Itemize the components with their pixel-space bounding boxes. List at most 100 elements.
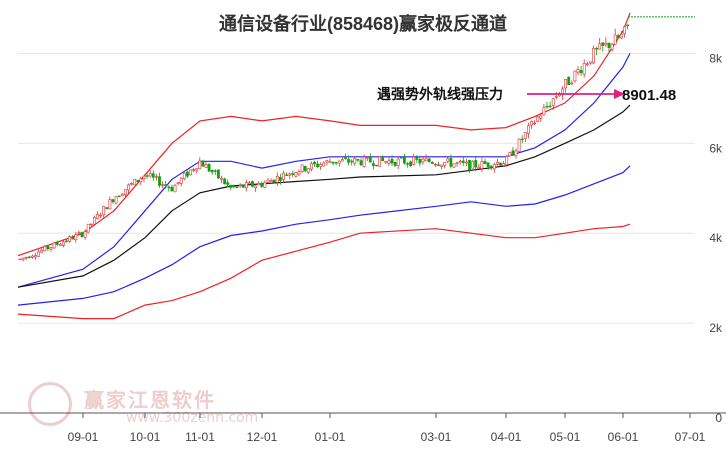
candle <box>548 101 552 108</box>
candle <box>350 159 354 166</box>
y-tick-label: 0 <box>715 411 722 425</box>
candle <box>619 31 623 40</box>
candle <box>155 173 158 181</box>
candle <box>458 159 462 165</box>
candle <box>18 258 22 261</box>
candle <box>523 132 527 142</box>
candle <box>285 172 289 176</box>
candle <box>102 205 106 218</box>
candle <box>127 183 130 194</box>
candle <box>179 177 183 187</box>
candle <box>40 248 44 253</box>
candle <box>362 154 366 168</box>
candle <box>561 86 564 100</box>
candle <box>375 164 378 167</box>
candle <box>61 239 65 248</box>
candle <box>471 160 475 169</box>
candle <box>409 160 413 168</box>
candle <box>186 170 189 178</box>
candle <box>378 156 382 167</box>
candle <box>384 161 388 164</box>
candle <box>282 170 285 184</box>
candle <box>117 195 121 198</box>
candle <box>24 256 28 260</box>
candle <box>489 165 493 171</box>
candle <box>356 158 360 163</box>
candle <box>418 155 422 167</box>
candle <box>328 158 332 163</box>
candle <box>347 155 351 166</box>
candle <box>539 112 543 123</box>
y-tick-label: 6k <box>709 141 723 155</box>
candle <box>46 245 50 251</box>
candle <box>139 176 143 186</box>
candle <box>226 179 230 188</box>
candle <box>288 172 292 180</box>
candle <box>182 170 186 181</box>
candle <box>164 180 168 189</box>
candle <box>390 155 394 166</box>
candle <box>585 61 589 67</box>
candle <box>511 147 515 156</box>
candle <box>241 184 245 188</box>
candle <box>542 104 546 116</box>
candle <box>492 162 496 173</box>
candle <box>313 160 316 168</box>
candle <box>120 192 124 197</box>
x-tick-label: 10-01 <box>130 430 161 444</box>
candle <box>353 156 357 166</box>
candle <box>49 247 53 252</box>
candle <box>198 157 202 170</box>
candle <box>248 181 251 184</box>
candle <box>58 242 62 246</box>
candle <box>325 159 329 166</box>
candle <box>443 162 447 169</box>
candle <box>601 42 605 52</box>
x-tick-label: 07-01 <box>675 430 706 444</box>
band-inner_lower <box>17 165 631 306</box>
candle <box>545 101 549 109</box>
candle <box>564 79 568 93</box>
candle <box>536 115 540 123</box>
candle <box>105 207 109 210</box>
candle <box>579 65 583 76</box>
candle <box>427 157 431 163</box>
candle <box>319 162 323 171</box>
candle <box>21 257 25 262</box>
candle <box>260 181 264 188</box>
candle <box>616 33 620 39</box>
candle <box>27 255 31 259</box>
candle <box>254 184 258 192</box>
candle <box>613 28 617 45</box>
candle <box>415 155 419 164</box>
candle <box>68 235 72 243</box>
candle <box>244 179 248 192</box>
candle <box>604 37 608 48</box>
x-axis: 09-01 10-01 11-01 12-01 01-01 03-01 04-01 05-01… <box>0 412 726 444</box>
candle <box>309 161 313 172</box>
candle <box>483 158 487 165</box>
candle <box>74 231 78 243</box>
candle <box>486 162 490 171</box>
candle <box>278 173 282 185</box>
candle <box>437 161 440 166</box>
candle <box>474 157 478 172</box>
band-inner_upper <box>17 53 631 288</box>
candle <box>371 160 375 170</box>
candle <box>86 223 90 234</box>
candle <box>322 161 326 167</box>
candle <box>176 182 180 186</box>
watermark: 赢家江恩软件 www.300zenn.com <box>28 380 258 430</box>
arrow-head-icon <box>614 89 625 99</box>
chart-title: 通信设备行业(858468)赢家极反通道 <box>218 14 508 34</box>
candle <box>449 154 453 169</box>
candle <box>111 198 115 204</box>
candle <box>468 159 471 173</box>
candle <box>43 245 47 252</box>
candle <box>626 24 630 30</box>
y-tick-label: 8k <box>709 51 723 65</box>
candle <box>526 122 530 139</box>
candle <box>223 177 227 185</box>
candle <box>93 215 96 226</box>
candle <box>213 169 217 175</box>
